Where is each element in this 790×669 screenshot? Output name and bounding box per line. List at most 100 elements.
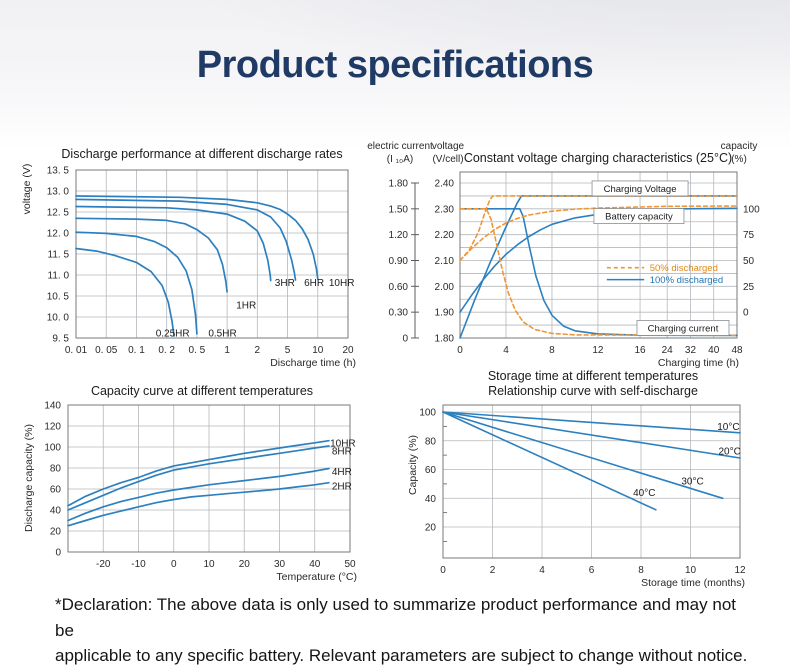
tick-label: 1.80 [389, 179, 409, 190]
axis-header-current-title: electric current [367, 141, 433, 152]
tick-label: 30 [274, 559, 286, 570]
page-title: Product specifications [196, 44, 594, 86]
tick-label: 0 [743, 308, 749, 319]
tick-label: 20 [239, 559, 251, 570]
series-label-40°C: 40°C [633, 488, 655, 499]
tick-label: 40 [50, 506, 62, 517]
tick-label: 12 [592, 345, 604, 356]
tick-label: 8 [549, 345, 555, 356]
tick-label: 60 [50, 485, 62, 496]
tick-label: 10. 0 [47, 313, 70, 324]
tick-label: 16 [634, 345, 646, 356]
tick-label: 100 [44, 443, 61, 454]
tick-label: 10 [312, 345, 324, 356]
tick-label: 0.30 [389, 308, 409, 319]
curve-30°C [442, 411, 724, 500]
plot-canvas: 0. 01 0. 05 0. 1 0. 2 0. 5 1 2 5 10 20 13. 5 13. 0 1… [21, 164, 356, 369]
declaration-text: *Declaration: The above data is only use… [55, 592, 755, 669]
y-axis-label: Capacity (%) [407, 435, 419, 495]
curve-label-text: Charging Voltage [604, 184, 677, 195]
tick-label: 0. 5 [189, 345, 206, 356]
curve-10HR [67, 439, 330, 507]
plot-border [459, 171, 738, 339]
tick-label: 60 [425, 465, 437, 476]
tick-label: 12 [734, 565, 746, 576]
curve-Charging-Voltage-50--discharged [459, 195, 738, 262]
tick-label: 75 [743, 230, 755, 241]
series-label-3HR: 3HR [275, 278, 295, 289]
chart-constant-voltage-charging: Constant voltage charging characteristic… [367, 141, 788, 376]
tick-label: 100 [743, 204, 760, 215]
plot-border [442, 404, 741, 559]
curve-40°C [442, 411, 657, 511]
tick-label: 12. 5 [47, 208, 70, 219]
series-label-2HR: 2HR [332, 481, 352, 492]
tick-label: 11. 5 [48, 250, 70, 261]
chart-title: Discharge performance at different disch… [61, 147, 343, 161]
tick-label: 0. 1 [128, 345, 145, 356]
x-axis-label: Discharge time (h) [270, 357, 356, 369]
tick-label: 13. 0 [47, 187, 70, 198]
series-label-4HR: 4HR [332, 467, 352, 478]
series-label-20°C: 20°C [718, 446, 740, 457]
series-label-10°C: 10°C [717, 422, 739, 433]
series-label-6HR: 6HR [304, 278, 324, 289]
curve-20°C [442, 411, 741, 459]
tick-label: 0 [171, 559, 177, 570]
tick-label: 40 [309, 559, 321, 570]
curve-3HR [75, 205, 272, 282]
tick-label: 40 [708, 345, 720, 356]
tick-label: 20 [50, 527, 62, 538]
plot-border [75, 169, 349, 339]
tick-label: 10. 5 [47, 292, 70, 303]
tick-label: 1.50 [389, 204, 409, 215]
tick-label: 0.60 [389, 282, 409, 293]
tick-label: 2 [255, 345, 261, 356]
y-axis-label: voltage (V) [21, 164, 33, 215]
plot-canvas: -20 -10 0 10 20 30 40 50 140 120 100 80 60 40 20 0 Tempe… [23, 401, 357, 584]
tick-label: 6 [589, 565, 595, 576]
tick-label: 8 [638, 565, 644, 576]
chart-capacity-temperature: Capacity curve at different temperatures… [8, 373, 396, 598]
legend-label: 50% discharged [650, 263, 718, 274]
tick-label: 0 [402, 333, 408, 344]
curve-8HR [67, 445, 330, 511]
tick-label: 10 [203, 559, 215, 570]
series-label-1HR: 1HR [236, 301, 256, 312]
tick-label: 0 [440, 565, 446, 576]
tick-label: 24 [662, 345, 674, 356]
tick-label: 1.80 [435, 334, 455, 345]
tick-label: -20 [96, 559, 111, 570]
curve-Charging-current-50--discharged [459, 208, 738, 337]
chart-title-line1: Storage time at different temperatures [487, 369, 699, 383]
tick-label: 80 [50, 464, 62, 475]
axis-header-voltage: voltage (V/cell) [420, 141, 476, 166]
tick-label: 2.40 [435, 179, 455, 190]
series-label-10HR: 10HR [329, 278, 355, 289]
curve-10HR [75, 195, 319, 281]
tick-label: 0 [55, 548, 61, 559]
tick-label: 120 [44, 422, 61, 433]
x-axis-label: Storage time (months) [641, 577, 745, 589]
curve-label-text: Battery capacity [605, 212, 673, 223]
tick-label: 0. 05 [95, 345, 118, 356]
tick-label: 80 [425, 436, 437, 447]
tick-label: 0. 01 [65, 345, 88, 356]
tick-label: 40 [425, 494, 437, 505]
series-label-0.25HR: 0.25HR [156, 328, 190, 339]
tick-label: 25 [743, 282, 755, 293]
y-axis-label: Discharge capacity (%) [23, 424, 35, 532]
declaration-line1: *Declaration: The above data is only use… [55, 595, 736, 640]
series-label-8HR: 8HR [332, 447, 352, 458]
tick-label: 2.00 [435, 282, 455, 293]
tick-label: 11. 0 [48, 271, 70, 282]
axis-header-current: electric current (I ₁₀A) [364, 141, 436, 166]
x-axis-label: Charging time (h) [658, 357, 739, 369]
tick-label: 1 [224, 345, 230, 356]
tick-label: 13. 5 [47, 166, 70, 177]
curve-label-box [591, 180, 689, 197]
tick-label: 32 [685, 345, 697, 356]
plot-border [67, 404, 351, 553]
chart-title: Capacity curve at different temperatures [90, 384, 314, 398]
tick-label: 5 [285, 345, 291, 356]
